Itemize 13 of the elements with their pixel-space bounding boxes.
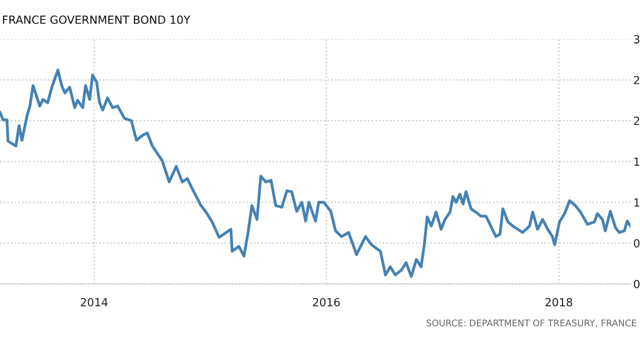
chart-title: FRANCE GOVERNMENT BOND 10Y — [3, 15, 190, 24]
y-tick-label: 2 — [634, 76, 640, 84]
y-tick-label: 1 — [634, 198, 640, 207]
y-tick-label: 0 — [634, 280, 640, 288]
y-tick-label: 1 — [634, 158, 640, 166]
x-tick-label: 2018 — [546, 298, 572, 306]
source-note: SOURCE: DEPARTMENT OF TREASURY, FRANCE — [426, 320, 636, 328]
y-tick-label: 2 — [634, 116, 640, 125]
line-series — [0, 68, 630, 278]
y-tick-label: 3 — [634, 35, 640, 44]
y-tick-label: 0 — [634, 239, 640, 248]
x-tick-label: 2016 — [313, 298, 340, 306]
x-tick-label: 2014 — [80, 298, 108, 306]
